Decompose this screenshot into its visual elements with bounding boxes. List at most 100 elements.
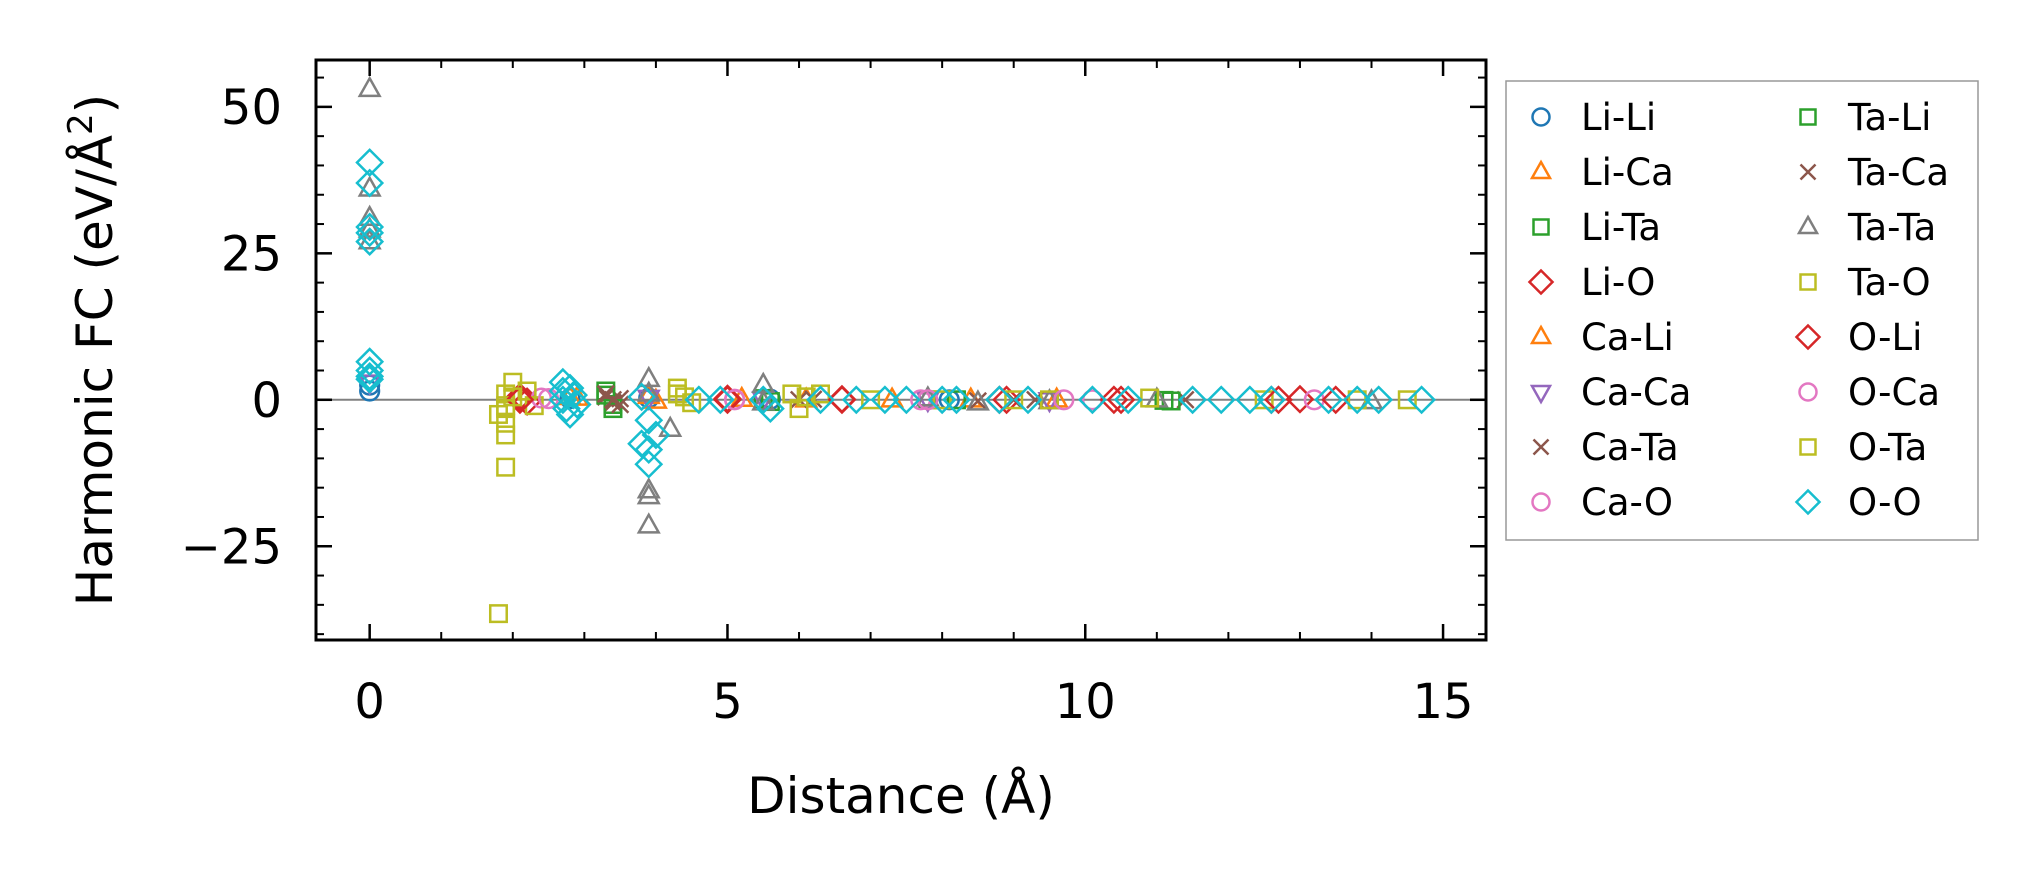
legend-marker-o-o (1794, 488, 1822, 516)
marker-o-li (505, 385, 535, 415)
marker-o-o (942, 385, 971, 415)
legend-label-li-ta: Li-Ta (1581, 206, 1661, 249)
marker-o-o (1206, 385, 1236, 415)
marker-o-o (548, 376, 578, 406)
marker-o-o (891, 385, 921, 415)
marker-o-o (355, 148, 385, 177)
legend-marker-li-o (1527, 268, 1555, 296)
legend-marker-o-ca (1798, 382, 1818, 402)
y-tick-label: 0 (251, 373, 282, 429)
x-tick-label: 15 (1413, 674, 1474, 730)
marker-o-o (634, 449, 664, 479)
marker-o-o (355, 361, 385, 391)
legend-label-o-ca: O-Ca (1848, 371, 1940, 414)
legend-label-li-li: Li-Li (1581, 96, 1656, 139)
plot-frame (314, 58, 1488, 642)
marker-o-o (1078, 385, 1107, 415)
marker-o-li (992, 385, 1021, 415)
legend-marker-ca-ta (1532, 438, 1550, 456)
marker-o-ta (503, 387, 523, 407)
legend-marker-o-ta (1799, 438, 1817, 456)
marker-ta-ca (610, 395, 630, 414)
legend-label-ca-o: Ca-O (1581, 481, 1673, 524)
marker-ta-ta (636, 512, 661, 534)
axis-ticks (316, 60, 1486, 640)
legend-marker-o-li (1794, 323, 1822, 351)
legend-label-o-li: O-Li (1848, 316, 1922, 359)
marker-o-o (755, 394, 785, 424)
marker-o-o (641, 420, 671, 450)
marker-ta-o (932, 390, 952, 410)
y-tick-label: 50 (221, 80, 282, 136)
marker-o-li (827, 385, 857, 415)
marker-o-o (355, 227, 385, 257)
marker-ta-o (861, 390, 881, 410)
legend-label-li-o: Li-O (1581, 261, 1655, 304)
marker-o-o (705, 385, 735, 415)
marker-o-o (870, 385, 900, 415)
marker-ta-ta (636, 482, 661, 505)
marker-o-o (984, 385, 1014, 415)
marker-ta-o (1254, 390, 1274, 410)
legend-marker-ta-ca (1799, 163, 1817, 181)
legend-marker-ta-ta (1796, 214, 1820, 235)
marker-o-li (1321, 385, 1351, 415)
legend-marker-ca-li (1529, 324, 1553, 345)
marker-o-o (552, 394, 581, 424)
marker-ta-o (496, 457, 516, 477)
marker-o-o (1407, 385, 1437, 415)
marker-o-o (1178, 385, 1208, 415)
marker-o-ta (796, 387, 816, 407)
marker-o-o (684, 385, 714, 415)
legend: Li-Li Li-Ca Li-Ta Li-O Ca-Li Ca-Ca Ca-Ta Ca-O Ta… (1505, 80, 1979, 541)
x-tick-label: 5 (712, 674, 743, 730)
marker-o-o (562, 390, 592, 419)
legend-marker-li-ca (1529, 159, 1553, 180)
legend-marker-ta-o (1799, 273, 1817, 291)
marker-o-ca (1053, 389, 1075, 411)
legend-marker-ta-li (1799, 108, 1817, 126)
x-tick-label: 0 (354, 674, 385, 730)
marker-li-o (505, 382, 535, 412)
marker-ta-ta (636, 365, 661, 388)
marker-ta-ta (965, 389, 990, 411)
legend-marker-ca-ca (1529, 384, 1553, 405)
legend-label-ta-o: Ta-O (1847, 261, 1931, 304)
marker-o-o (1314, 385, 1343, 415)
legend-label-ta-ca: Ta-Ca (1847, 151, 1949, 194)
marker-ta-li (946, 390, 966, 410)
marker-ta-o (496, 425, 516, 445)
marker-ta-ta (357, 175, 382, 197)
marker-li-o (1106, 385, 1136, 415)
marker-o-o (1342, 385, 1372, 415)
marker-o-o (806, 385, 835, 415)
legend-label-ca-ta: Ca-Ta (1581, 426, 1679, 469)
marker-ta-o (1397, 390, 1417, 410)
marker-ta-ta (658, 415, 683, 437)
marker-o-o (1013, 385, 1043, 415)
marker-o-o (559, 380, 589, 410)
legend-label-o-o: O-O (1848, 481, 1922, 524)
marker-o-ta (667, 384, 687, 404)
marker-li-o (1285, 384, 1315, 414)
marker-ta-ta (357, 75, 382, 98)
marker-o-o (355, 347, 385, 377)
marker-ta-ta (357, 204, 382, 227)
marker-o-o (355, 212, 385, 242)
marker-o-o (634, 405, 664, 435)
marker-ta-o (488, 604, 508, 624)
y-tick-label: −25 (181, 519, 282, 575)
marker-ta-ta (636, 477, 661, 499)
marker-o-o (627, 382, 657, 412)
y-tick-label: 25 (221, 226, 282, 282)
marker-o-o (355, 364, 385, 394)
marker-o-o (1235, 385, 1265, 415)
marker-o-li (713, 385, 742, 415)
marker-o-o (927, 385, 957, 415)
marker-o-ca (724, 389, 746, 411)
marker-o-ta (1004, 390, 1024, 410)
legend-label-ta-li: Ta-Li (1847, 96, 1931, 139)
marker-o-o (548, 385, 578, 415)
legend-label-ca-li: Ca-Li (1581, 316, 1674, 359)
